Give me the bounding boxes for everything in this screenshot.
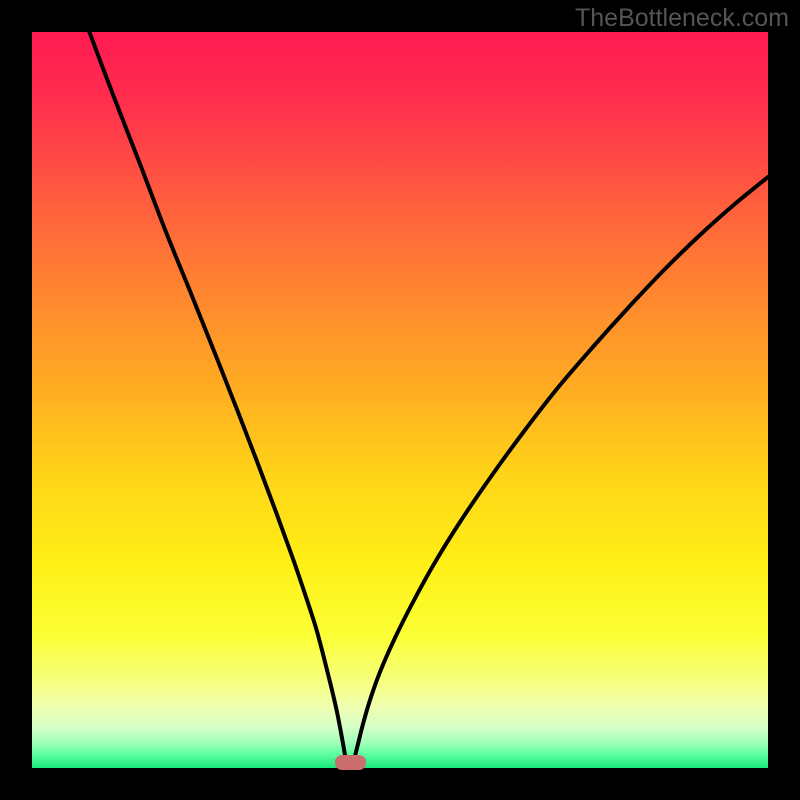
curve-left [86,32,345,755]
bottleneck-curves [32,32,768,768]
watermark-text: TheBottleneck.com [575,4,789,33]
chart-stage: TheBottleneck.com [0,0,800,800]
curve-right [355,177,768,756]
optimum-marker [335,755,366,770]
